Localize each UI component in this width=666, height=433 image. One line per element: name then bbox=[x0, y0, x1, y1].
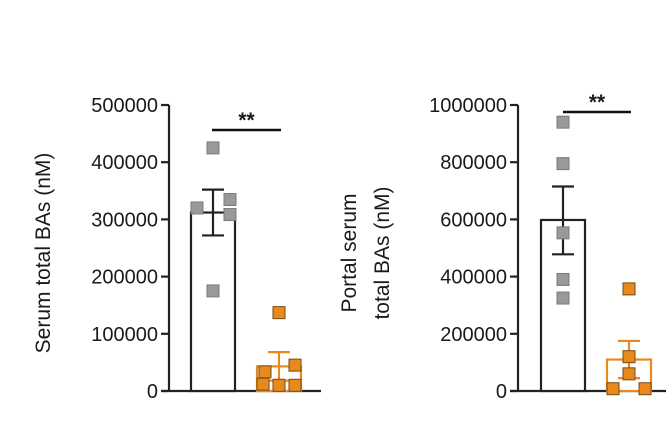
y-tick-label: 100000 bbox=[91, 324, 158, 346]
data-point bbox=[606, 382, 620, 396]
y-tick-label: 400000 bbox=[91, 152, 158, 174]
data-point bbox=[258, 365, 272, 379]
data-point bbox=[223, 193, 237, 207]
data-point bbox=[206, 284, 220, 298]
data-point bbox=[190, 201, 204, 215]
data-point bbox=[206, 141, 220, 155]
data-point bbox=[223, 208, 237, 222]
chart-panel-1: 0 100000 200000 300000 400000 500000 Serum tot… bbox=[32, 95, 321, 403]
y-tick-label: 300000 bbox=[91, 209, 158, 231]
data-point bbox=[272, 306, 286, 320]
y-axis-title: Serum total BAs (nM) bbox=[32, 153, 55, 354]
y-tick-label: 200000 bbox=[91, 267, 158, 289]
chart-panel-2: 0 200000 400000 600000 800000 1000000 Portal s… bbox=[338, 91, 666, 403]
bar bbox=[189, 211, 237, 393]
significance-label: ** bbox=[238, 109, 255, 132]
data-point bbox=[288, 358, 302, 372]
y-tick-label: 200000 bbox=[440, 324, 507, 346]
data-point bbox=[622, 282, 636, 296]
y-tick-label: 0 bbox=[496, 381, 507, 403]
data-point bbox=[556, 115, 570, 129]
y-tick-label: 1000000 bbox=[429, 95, 507, 117]
data-point bbox=[556, 291, 570, 305]
data-point bbox=[622, 350, 636, 364]
y-tick-label: 500000 bbox=[91, 95, 158, 117]
data-point bbox=[556, 226, 570, 240]
y-tick-label: 0 bbox=[147, 381, 158, 403]
data-point bbox=[556, 157, 570, 171]
y-tick-label: 600000 bbox=[440, 209, 507, 231]
significance-label: ** bbox=[589, 91, 606, 114]
y-tick-label: 800000 bbox=[440, 152, 507, 174]
y-axis-title: Portal serum bbox=[338, 193, 361, 312]
data-point bbox=[256, 377, 270, 391]
data-point bbox=[622, 367, 636, 381]
data-point bbox=[638, 382, 652, 396]
data-point bbox=[288, 378, 302, 392]
y-axis-title: total BAs (nM) bbox=[371, 186, 394, 319]
data-point bbox=[556, 272, 570, 286]
data-point bbox=[272, 378, 286, 392]
y-tick-label: 400000 bbox=[440, 267, 507, 289]
